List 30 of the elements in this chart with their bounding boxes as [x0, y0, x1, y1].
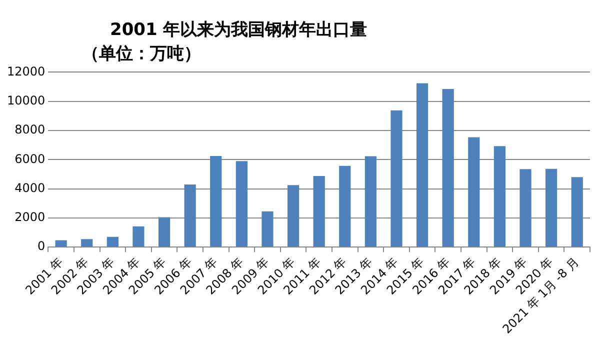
- bar: [364, 156, 376, 247]
- bar: [184, 184, 196, 247]
- bar: [494, 146, 506, 247]
- bar: [416, 83, 428, 247]
- bar: [158, 217, 170, 247]
- bar: [132, 226, 144, 247]
- bar: [236, 161, 248, 247]
- bar: [55, 240, 67, 247]
- y-tick-label: 4000: [14, 180, 46, 195]
- bar: [210, 156, 222, 247]
- y-tick-label: 12000: [6, 64, 46, 78]
- y-tick-label: 10000: [6, 93, 46, 108]
- bar: [106, 236, 118, 247]
- bar: [339, 166, 351, 247]
- y-tick-label: 2000: [14, 210, 46, 224]
- bar: [262, 211, 274, 247]
- chart-subtitle: （单位：万吨）: [82, 43, 201, 66]
- bar: [520, 169, 532, 247]
- bar: [545, 168, 558, 247]
- bar: [571, 177, 583, 247]
- bar: [313, 176, 325, 247]
- y-tick-label: 8000: [14, 122, 46, 137]
- bar: [81, 239, 93, 247]
- y-tick-label: 0: [38, 239, 46, 254]
- y-tick-label: 6000: [14, 152, 46, 166]
- bar: [287, 185, 300, 247]
- chart-title: 2001 年以来为我国钢材年出口量: [110, 19, 368, 42]
- bar: [390, 110, 402, 247]
- bar: [468, 137, 480, 247]
- bar: [442, 88, 454, 247]
